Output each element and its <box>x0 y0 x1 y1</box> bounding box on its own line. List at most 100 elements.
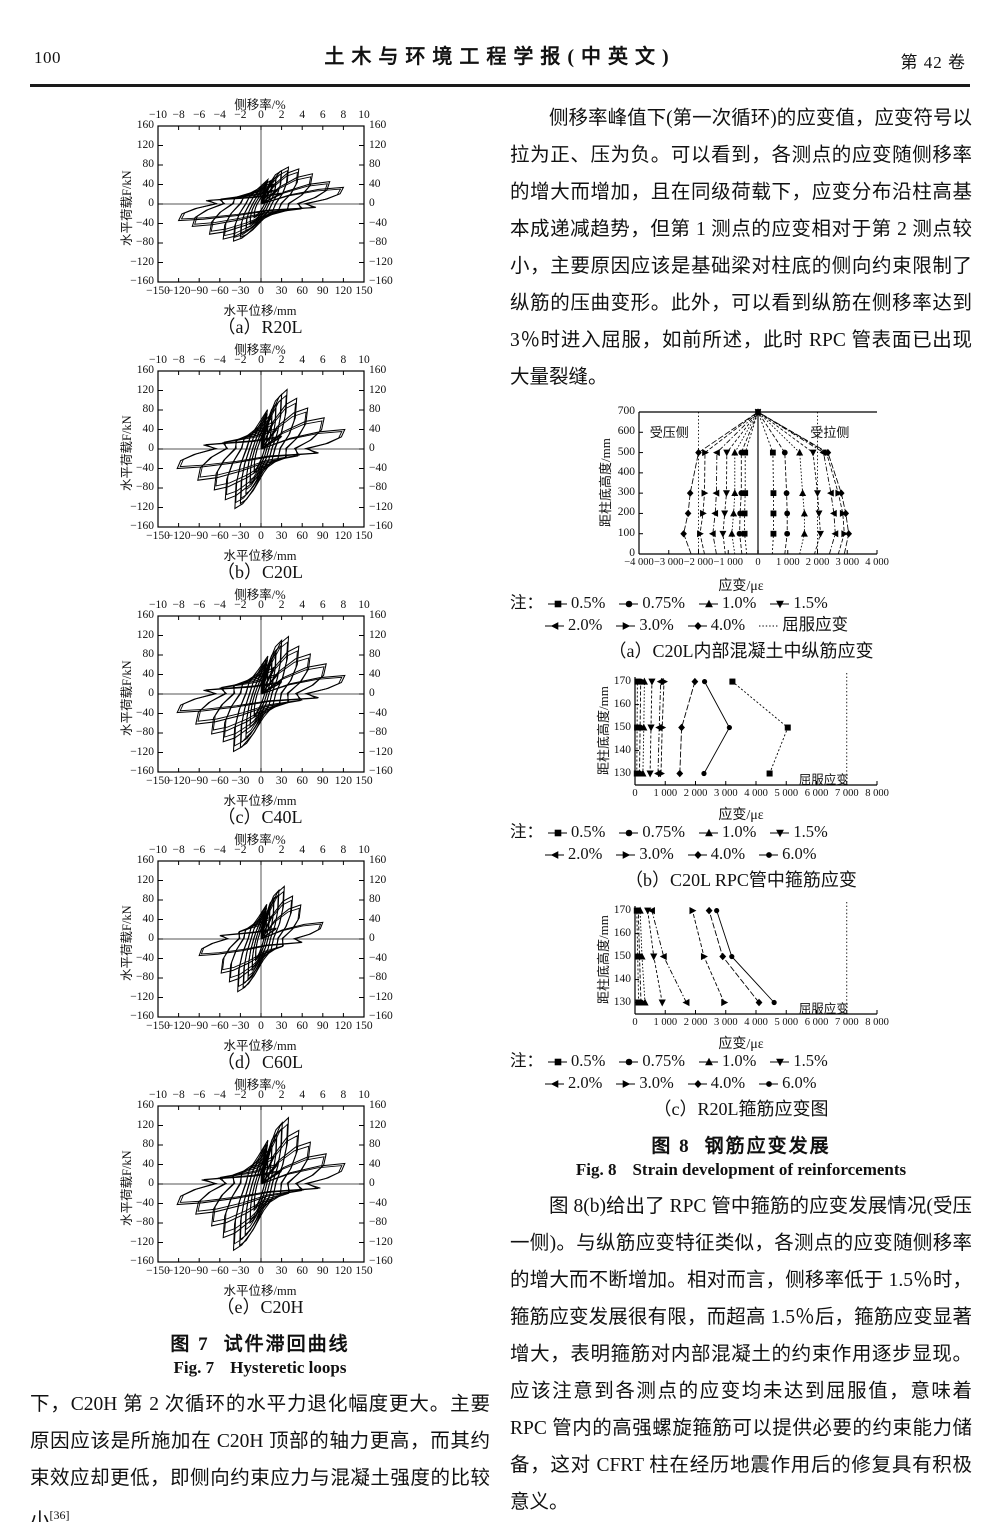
strain-chart-fig8c: 0 1 000 2 000 3 000 4 000 5 000 6 000 7 000 8 00… <box>591 898 891 1052</box>
legend-item-10: 1.0% <box>698 592 756 614</box>
y-tick-label-right: 160 <box>369 1099 387 1111</box>
reference-marker: [36] <box>49 1508 70 1522</box>
top-x-tick-label: −8 <box>172 599 185 611</box>
legend-note-lead: 注： <box>510 593 543 612</box>
top-x-tick-label: 2 <box>278 1089 285 1101</box>
figure-8-title-cn: 钢筋应变发展 <box>704 1136 831 1157</box>
x-tick-label: 0 <box>258 530 264 542</box>
x-tick-label: 120 <box>334 775 353 787</box>
top-axis-title: 侧移率/% <box>234 1078 286 1092</box>
y-tick-label-right: −40 <box>369 461 387 474</box>
x-tick-label: −60 <box>210 1265 229 1277</box>
x-axis-title: 水平位移/mm <box>223 304 297 318</box>
legend-item-05: 0.5% <box>547 1050 605 1072</box>
top-x-tick-label: −4 <box>213 354 226 366</box>
y-tick-label-right: −40 <box>369 951 387 964</box>
legend-row-2: 2.0% 3.0% 4.0% 6.0% <box>510 1072 972 1094</box>
y-tick-label-right: 0 <box>369 932 375 944</box>
x-tick-label: 0 <box>258 285 264 297</box>
x-tick-label: 30 <box>275 1265 288 1277</box>
top-x-tick-label: −6 <box>193 1089 206 1101</box>
y-tick-label: 40 <box>142 912 155 925</box>
y-tick-label: 80 <box>142 648 155 660</box>
legend-note-lead: 注： <box>510 822 543 841</box>
legend-item-40: 4.0% <box>687 843 745 865</box>
x-tick-label: −150 <box>146 1020 170 1032</box>
x-tick-label: −30 <box>231 530 250 542</box>
figure-8-subcaption-a: （a）C20L内部混凝土中纵筋应变 <box>608 641 874 661</box>
legend-label: 2.0% <box>568 1073 603 1092</box>
legend-item-60: 6.0% <box>758 1072 817 1094</box>
top-x-tick-label: 6 <box>319 599 326 611</box>
y-tick-label-right: 80 <box>369 1138 381 1150</box>
legend-label: 4.0% <box>710 1073 746 1092</box>
y-tick-label-right: 40 <box>369 422 381 435</box>
annotation-1: 受拉侧 <box>810 425 850 441</box>
y-tick-label: −80 <box>136 481 154 493</box>
y-tick-label: 600 <box>617 425 635 438</box>
x-tick-label: −120 <box>166 1020 191 1032</box>
y-tick-label-right: −80 <box>369 236 387 248</box>
legend-item-075: 0.75% <box>618 592 685 614</box>
x-tick-label: 2 000 <box>683 788 708 799</box>
y-tick-label: 120 <box>136 873 154 886</box>
x-tick-label: 4 000 <box>744 1017 768 1028</box>
legend-label: 3.0% <box>639 615 674 634</box>
top-axis-title: 侧移率/% <box>234 343 286 357</box>
x-tick-label: 2 000 <box>683 1017 708 1028</box>
y-tick-label: 0 <box>148 1177 154 1189</box>
top-x-tick-label: −4 <box>213 844 226 856</box>
legend-item-屈服应变: 屈服应变 <box>758 614 848 636</box>
top-x-tick-label: 10 <box>358 1089 370 1101</box>
y-tick-label: 400 <box>617 465 635 478</box>
right-paragraph-1: 图 8(b)给出了 RPC 管中箍筋的应变发展情况(受压一侧)。与纵筋应变特征类… <box>510 1196 972 1513</box>
y-tick-label: 160 <box>136 364 154 376</box>
x-tick-label: −60 <box>210 1020 229 1032</box>
y-tick-label: 120 <box>136 138 154 151</box>
top-x-tick-label: 8 <box>340 109 347 121</box>
x-axis-title: 应变/με <box>718 1037 764 1052</box>
y-axis-title: 距柱底高度/mm <box>598 438 613 527</box>
y-tick-label: 80 <box>142 158 155 170</box>
y-tick-label-right: −40 <box>369 216 387 229</box>
y-tick-label: −160 <box>130 765 154 777</box>
x-tick-label: 5 000 <box>774 788 799 799</box>
x-tick-label: 150 <box>355 1020 373 1032</box>
y-tick-label: −120 <box>130 990 154 1003</box>
x-tick-label: 1 000 <box>775 557 800 568</box>
legend-note-lead: 注： <box>510 1051 543 1070</box>
legend-item-60: 6.0% <box>758 843 817 865</box>
strain-chart-fig8a: −4 000 −3 000 −2 000 −1 000 0 1 000 2 000 3 000… <box>591 400 891 594</box>
y-tick-label: −40 <box>136 706 154 719</box>
hysteresis-curves <box>177 166 345 242</box>
figure-8-subcaption-b: （b）C20L RPC管中箍筋应变 <box>625 870 857 890</box>
y-tick-label-right: 120 <box>369 383 387 396</box>
y-tick-label: −80 <box>136 236 154 248</box>
top-x-tick-label: −6 <box>193 599 206 611</box>
y-axis-title: 水平荷载F/kN <box>120 1150 134 1226</box>
legend-label: 1.0% <box>722 1051 757 1070</box>
x-tick-label: 3 000 <box>713 1017 738 1028</box>
y-tick-label: −40 <box>136 216 154 229</box>
left-paragraph-1-tail: 。 <box>69 1510 90 1522</box>
y-axis-title: 水平荷载F/kN <box>120 905 134 981</box>
legend-item-05: 0.5% <box>547 821 605 843</box>
top-x-tick-label: 6 <box>319 109 326 121</box>
x-tick-label: 150 <box>355 530 373 542</box>
legend-label: 屈服应变 <box>782 615 849 634</box>
top-x-tick-label: 4 <box>299 844 306 856</box>
top-x-tick-label: 10 <box>358 354 370 366</box>
legend-label: 1.5% <box>793 593 828 612</box>
figure-8-caption-en: Fig. 8 Strain development of reinforcemen… <box>510 1160 972 1180</box>
legend-label: 3.0% <box>639 844 674 863</box>
y-tick-label: −160 <box>130 275 154 287</box>
hysteresis-curves <box>198 885 324 993</box>
y-tick-label-right: 120 <box>369 628 387 641</box>
hysteresis-chart-fig7b: −150 −120 −90 −60 −30 0 30 60 90 120 150 −10 −8 −6 −4−… <box>110 343 410 563</box>
y-axis-title: 水平荷载F/kN <box>120 170 134 246</box>
y-tick-label-right: 0 <box>369 197 375 209</box>
top-x-tick-label: 10 <box>358 109 370 121</box>
x-tick-label: 2 000 <box>805 557 830 568</box>
y-tick-label: 0 <box>148 442 154 454</box>
